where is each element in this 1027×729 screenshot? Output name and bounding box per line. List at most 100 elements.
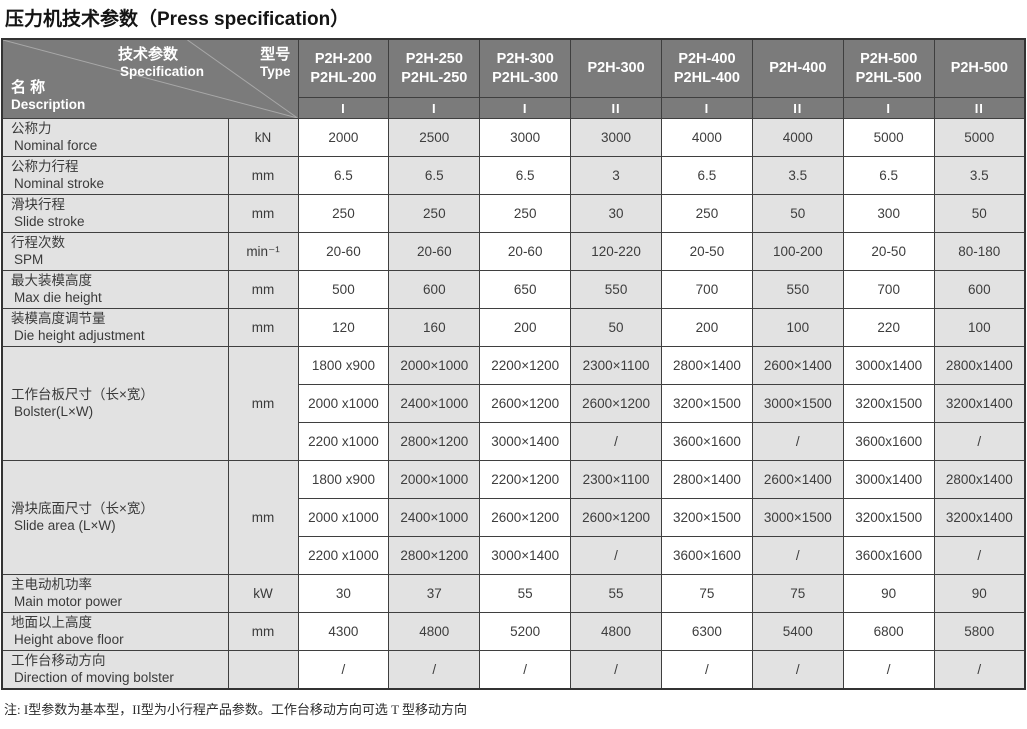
- row-label-6: 工作台板尺寸（长×宽） Bolster(L×W): [1, 346, 229, 461]
- table-row: 2000 x1000 2400×1000 2600×1200 2600×1200 320…: [2, 498, 1026, 537]
- row-label-zh: 行程次数: [11, 235, 65, 250]
- data-cell: 3200x1500: [842, 498, 935, 537]
- data-cell: 50: [570, 308, 662, 347]
- row-label-5: 装模高度调节量 Die height adjustment: [1, 308, 229, 347]
- data-cell: 4000: [751, 118, 844, 157]
- row-unit-6: mm: [227, 346, 299, 461]
- row-unit-8: kW: [227, 574, 299, 613]
- row-label-0: 公称力 Nominal force: [1, 118, 229, 157]
- data-cell: 2000×1000: [388, 346, 481, 385]
- data-cell: 20-50: [842, 232, 935, 271]
- row-label-3: 行程次数 SPM: [1, 232, 229, 271]
- data-cell: 250: [297, 194, 390, 233]
- data-cell: 55: [479, 574, 572, 613]
- table-row: 公称力 Nominal force kN 2000 2500 3000 3000 4000 40…: [1, 118, 1026, 157]
- row-unit-9: mm: [227, 612, 299, 651]
- data-cell: 3600×1600: [661, 422, 753, 461]
- data-cell: 2000×1000: [388, 460, 481, 499]
- data-cell: 2800×1400: [661, 460, 753, 499]
- data-cell: 2600×1200: [570, 498, 662, 537]
- data-cell: 37: [388, 574, 481, 613]
- data-cell: 30: [297, 574, 390, 613]
- data-cell: 2000 x1000: [297, 498, 390, 537]
- data-cell: 5400: [751, 612, 844, 651]
- column-header-model-6: P2H-400: [751, 38, 844, 98]
- data-cell: 30: [570, 194, 662, 233]
- data-cell: /: [751, 650, 844, 690]
- row-label-2: 滑块行程 Slide stroke: [1, 194, 229, 233]
- column-variant-6: II: [751, 97, 844, 119]
- spec-table-body: 公称力 Nominal force kN 2000 2500 3000 3000 4000 40…: [1, 118, 1026, 690]
- row-label-en: Bolster(L×W): [14, 403, 94, 419]
- row-label-en: Direction of moving bolster: [14, 669, 174, 685]
- data-cell: 2200 x1000: [297, 422, 390, 461]
- row-label-en: Slide stroke: [14, 213, 85, 229]
- data-cell: 4300: [297, 612, 390, 651]
- row-label-10: 工作台移动方向 Direction of moving bolster: [1, 650, 229, 690]
- data-cell: 2300×1100: [570, 460, 662, 499]
- column-variant-1: I: [297, 97, 390, 119]
- data-cell: 3000×1500: [751, 384, 844, 423]
- data-cell: /: [570, 422, 662, 461]
- data-cell: 2800×1200: [388, 536, 481, 575]
- data-cell: 120-220: [570, 232, 662, 271]
- data-cell: 6.5: [479, 156, 572, 195]
- column-header-model-5: P2H-400 P2HL-400: [661, 38, 753, 98]
- diagonal-divider-lines: [3, 40, 297, 118]
- data-cell: 650: [479, 270, 572, 309]
- data-cell: /: [388, 650, 481, 690]
- data-cell: 3200×1500: [661, 498, 753, 537]
- data-cell: 3000: [570, 118, 662, 157]
- data-cell: 2000: [297, 118, 390, 157]
- corner-desc-en: Description: [11, 97, 86, 112]
- data-cell: 6.5: [297, 156, 390, 195]
- data-cell: 600: [388, 270, 481, 309]
- corner-desc-zh: 名 称: [11, 79, 46, 96]
- data-cell: 2800x1400: [933, 346, 1026, 385]
- column-header-model-3: P2H-300 P2HL-300: [479, 38, 572, 98]
- row-label-8: 主电动机功率 Main motor power: [1, 574, 229, 613]
- table-row: 最大装模高度 Max die height mm 500 600 650 550 700 550…: [1, 270, 1026, 309]
- column-header-model-1: P2H-200 P2HL-200: [297, 38, 390, 98]
- data-cell: 2600×1200: [479, 384, 572, 423]
- data-cell: 20-60: [388, 232, 481, 271]
- column-variant-3: I: [479, 97, 572, 119]
- column-header-model-2: P2H-250 P2HL-250: [388, 38, 481, 98]
- table-row: 公称力行程 Nominal stroke mm 6.5 6.5 6.5 3 6.5 3.5 6.5…: [1, 156, 1026, 195]
- row-label-en: Main motor power: [14, 593, 123, 609]
- table-row: 2200 x1000 2800×1200 3000×1400/3600×1600/3…: [2, 422, 1026, 461]
- row-label-zh: 最大装模高度: [11, 273, 92, 288]
- row-label-zh: 滑块行程: [11, 197, 65, 212]
- row-label-zh: 滑块底面尺寸（长×宽）: [11, 501, 154, 516]
- column-variant-4: II: [570, 97, 662, 119]
- model-header-row: 技术参数 Specification 型号 Type 名 称 Description …: [1, 38, 1026, 119]
- data-cell: 3600×1600: [661, 536, 753, 575]
- data-cell: 75: [661, 574, 753, 613]
- row-unit-10: [227, 650, 299, 690]
- corner-spec-en: Specification: [119, 64, 205, 79]
- data-cell: 100: [933, 308, 1026, 347]
- data-cell: 5000: [842, 118, 935, 157]
- data-cell: 4800: [570, 612, 662, 651]
- data-cell: 6.5: [388, 156, 481, 195]
- data-cell: 100: [751, 308, 844, 347]
- data-cell: 2600×1200: [479, 498, 572, 537]
- data-cell: 700: [842, 270, 935, 309]
- data-cell: 2600×1400: [751, 346, 844, 385]
- data-cell: 20-50: [661, 232, 753, 271]
- data-cell: 4800: [388, 612, 481, 651]
- data-cell: 3600x1600: [842, 422, 935, 461]
- table-row: 装模高度调节量 Die height adjustment mm 120 160 200 5…: [1, 308, 1026, 347]
- table-row: 滑块底面尺寸（长×宽） Slide area (L×W) mm 1800 x900 20…: [1, 460, 1026, 575]
- row-label-en: Die height adjustment: [14, 327, 145, 343]
- data-cell: 2400×1000: [388, 384, 481, 423]
- data-cell: 6300: [661, 612, 753, 651]
- row-label-zh: 工作台移动方向: [11, 653, 106, 668]
- table-row: 2200 x1000 2800×1200 3000×1400/3600×1600/3…: [2, 536, 1026, 575]
- row-unit-3: min⁻¹: [227, 232, 299, 271]
- row-unit-2: mm: [227, 194, 299, 233]
- data-cell: 550: [570, 270, 662, 309]
- row-label-4: 最大装模高度 Max die height: [1, 270, 229, 309]
- row-label-9: 地面以上高度 Height above floor: [1, 612, 229, 651]
- table-row: 主电动机功率 Main motor power kW 30 37 55 55 75 75 90 90: [1, 574, 1026, 613]
